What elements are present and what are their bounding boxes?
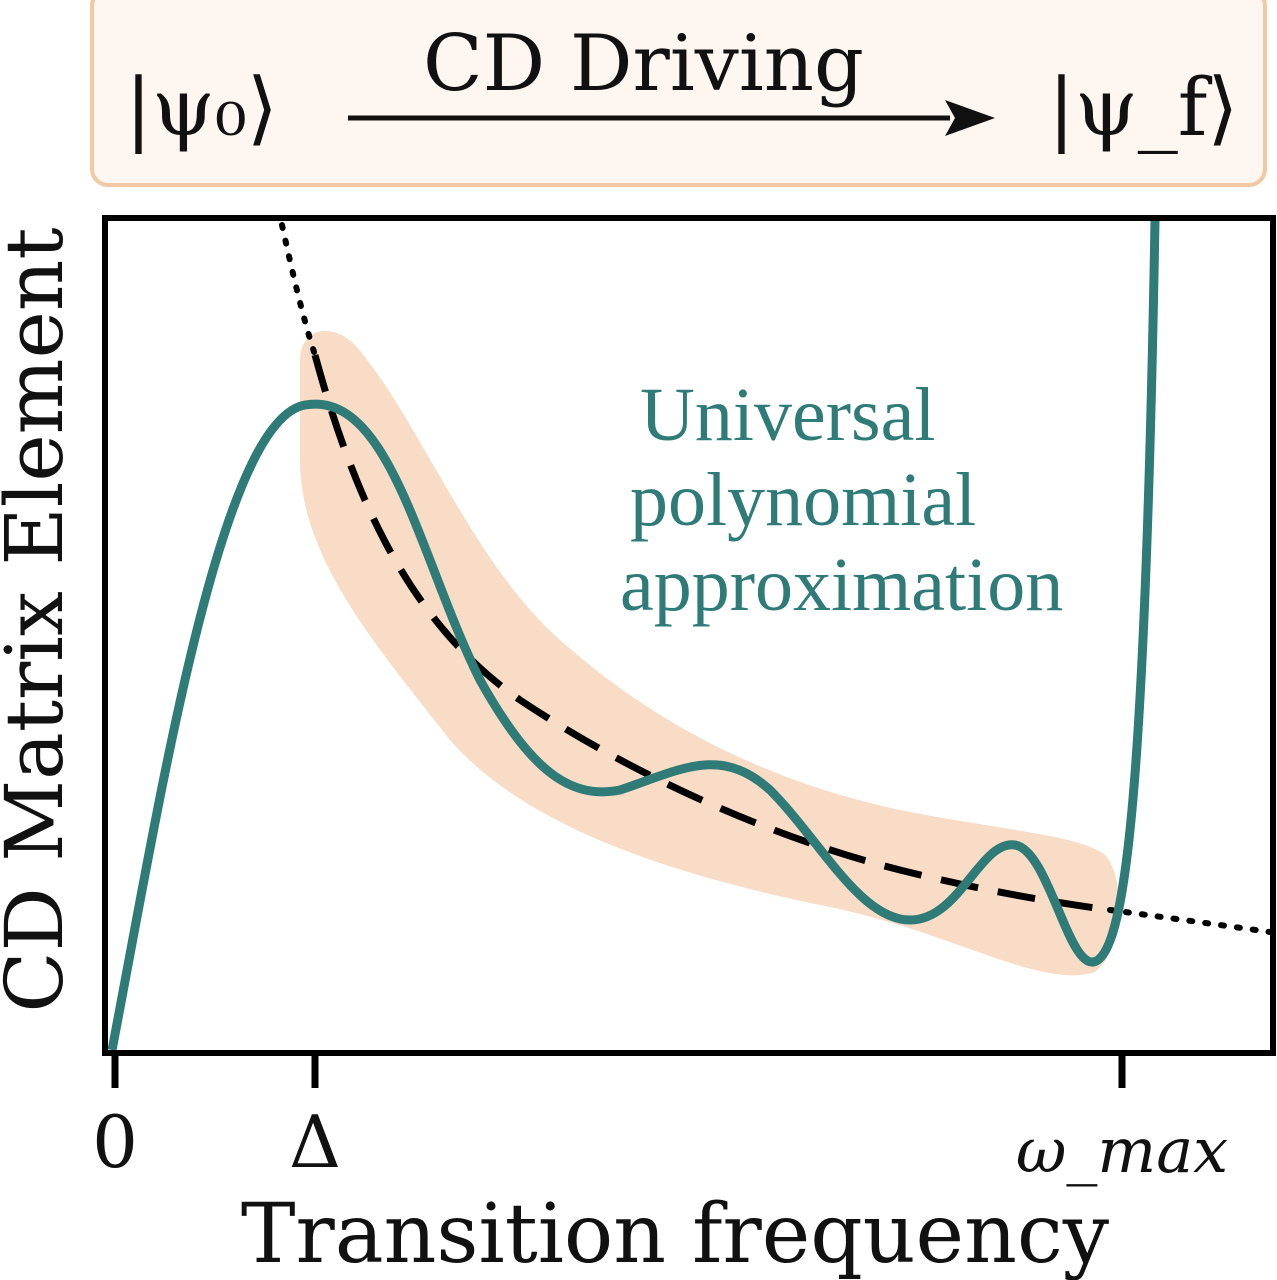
dotted-curve-right [1107, 907, 1273, 935]
arrow-head [945, 100, 995, 136]
dashed-approximation-curve [311, 354, 1111, 914]
approximation-band [300, 330, 1119, 976]
plot-frame [102, 215, 1276, 1056]
x-tick-label-delta: Δ [289, 1100, 341, 1184]
annotation-line-1: Universal [640, 373, 935, 457]
header-box: |ψ₀⟩ CD Driving |ψ_f⟩ [90, 0, 1267, 187]
annotation-line-3: approximation [620, 543, 1063, 627]
initial-state: |ψ₀⟩ [125, 61, 278, 154]
x-tick-label-omega-max: ω_max [1016, 1114, 1228, 1187]
final-state: |ψ_f⟩ [1048, 61, 1239, 154]
annotation-line-2: polynomial [630, 458, 976, 542]
dotted-curve-left [279, 222, 318, 358]
annotation: Universal polynomial approximation [620, 373, 1063, 627]
x-tick-label-0: 0 [92, 1100, 138, 1184]
process-label: CD Driving [423, 19, 864, 109]
y-axis-label: CD Matrix Element [0, 227, 81, 1012]
cd-matrix-element-curve [107, 219, 1160, 1051]
x-axis-label: Transition frequency [241, 1187, 1110, 1280]
